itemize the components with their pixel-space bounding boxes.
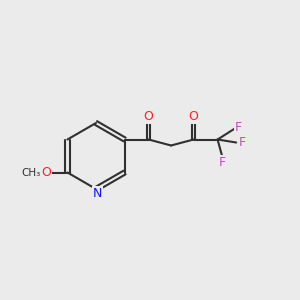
Text: F: F (218, 155, 226, 169)
Text: N: N (93, 187, 102, 200)
Text: O: O (144, 110, 154, 124)
Text: O: O (189, 110, 199, 124)
Text: F: F (235, 121, 242, 134)
Text: CH₃: CH₃ (22, 167, 41, 178)
Text: F: F (238, 136, 246, 149)
Text: O: O (41, 166, 51, 179)
